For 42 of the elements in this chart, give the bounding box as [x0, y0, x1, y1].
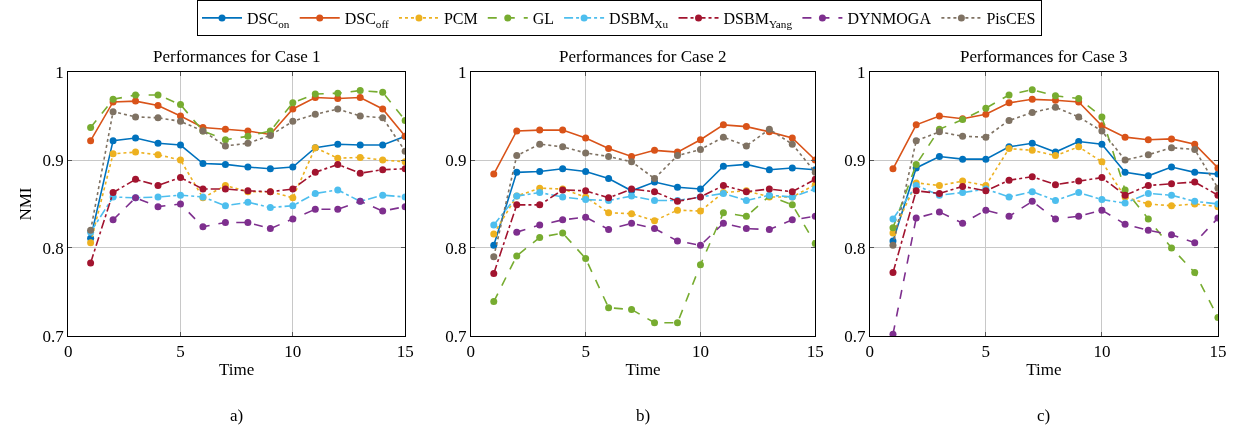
legend-label: DSC$_{on}$	[247, 10, 290, 30]
x-tick-label: 5	[981, 342, 991, 362]
x-tick-label: 15	[806, 342, 824, 362]
y-axis-title: NMI	[16, 187, 36, 221]
x-axis-title: Time	[1026, 359, 1062, 379]
legend-label: PCM	[443, 10, 478, 28]
y-tick-label: 0.7	[42, 326, 65, 346]
y-tick-label: 0.9	[844, 150, 866, 170]
x-tick-label: 0	[63, 342, 73, 362]
y-tick-label: 0.7	[445, 326, 467, 346]
text: c)	[1037, 406, 1051, 425]
x-tick-label: 10	[1093, 342, 1111, 362]
y-tick-label: 0.8	[445, 238, 467, 258]
x-tick-label: 10	[691, 342, 709, 362]
legend-label: PisCES	[986, 10, 1036, 28]
legend-label: DSBM$_{Yang}$	[723, 10, 793, 30]
x-tick-label: 0	[865, 342, 875, 362]
x-tick-label: 5	[581, 342, 590, 362]
x-tick-label: 15	[396, 342, 414, 362]
x-axis-title: Time	[625, 359, 661, 379]
y-tick-label: 1	[55, 63, 64, 83]
chart-title: Performances for Case 2	[559, 47, 727, 66]
text: b)	[636, 406, 651, 425]
legend-label: DSBM$_{Xu}$	[609, 10, 669, 30]
y-tick-label: 1	[457, 63, 467, 83]
x-axis-title: Time	[219, 359, 255, 379]
text: a)	[230, 406, 244, 425]
legend-label: DYNMOGA	[847, 10, 932, 28]
x-tick-label: 15	[1209, 342, 1227, 362]
x-tick-label: 5	[176, 342, 185, 362]
x-tick-label: 10	[284, 342, 302, 362]
x-tick-label: 0	[466, 342, 476, 362]
chart-title: Performances for Case 1	[153, 47, 321, 66]
y-tick-label: 1	[856, 63, 866, 83]
y-tick-label: 0.9	[445, 150, 467, 170]
y-tick-label: 0.8	[42, 238, 64, 258]
chart-title: Performances for Case 3	[960, 47, 1128, 66]
legend-label: DSC$_{off}$	[344, 10, 389, 30]
y-tick-label: 0.9	[42, 150, 64, 170]
y-tick-label: 0.8	[844, 238, 866, 258]
y-tick-label: 0.7	[844, 326, 866, 346]
legend-label: GL	[532, 10, 555, 28]
